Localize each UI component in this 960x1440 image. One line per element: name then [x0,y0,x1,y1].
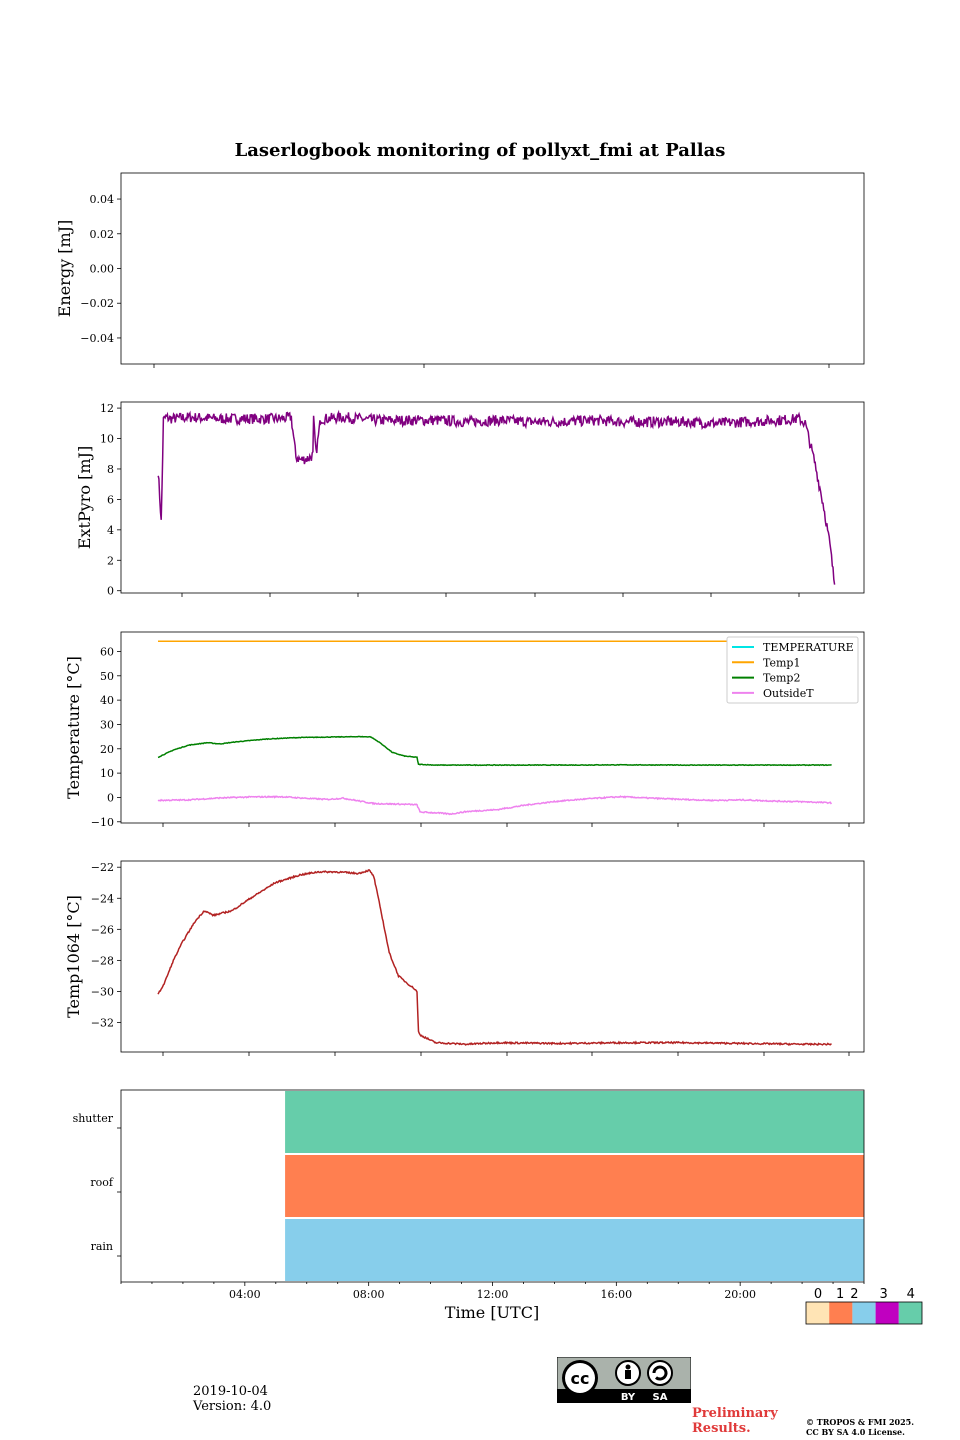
panel-extpyro: 0 2 4 6 8 10 12 ExtPyro [mJ] [75,401,865,598]
colorbar-label-2: 2 [850,1287,858,1302]
preliminary-note: Preliminary Results. [692,1406,778,1436]
ytick-label-temperature: 20 [100,743,114,756]
footer-info: 2019-10-04 Version: 4.0 [193,1384,271,1414]
legend-label-OutsideT: OutsideT [763,687,814,700]
preliminary-line1: Preliminary [692,1406,778,1421]
series-OutsideT [157,795,833,816]
status-segment-roof [285,1155,864,1217]
category-label-roof: roof [90,1176,114,1189]
ytick-label-temp1064: −28 [91,954,114,967]
xtick-label-status: 04:00 [229,1288,261,1301]
ytick-label-temperature: 60 [100,645,114,658]
ytick-label-extpyro: 10 [100,433,114,446]
ylabel-temperature: Temperature [°C] [64,656,83,799]
copyright-line2: CC BY SA 4.0 License. [806,1427,905,1437]
xtick-label-status: 12:00 [477,1288,509,1301]
colorbar-cell-2 [852,1302,876,1324]
xlabel-status: Time [UTC] [445,1303,539,1322]
colorbar-cell-1 [829,1302,853,1324]
legend-label-TEMPERATURE: TEMPERATURE [763,641,854,654]
ytick-label-extpyro: 2 [107,554,114,567]
panel-energy: 0.04 0.02 0.00 −0.02 −0.04 Energy [mJ] [55,172,865,368]
svg-text:cc: cc [571,1369,590,1388]
colorbar-cell-3 [875,1302,899,1324]
series-Temp1064 [157,869,832,1047]
panel-status: rain roof shutter 04:00 08:00 12:00 16:00 20:00… [73,1089,865,1322]
ytick-label-temperature: 10 [100,767,114,780]
ytick-label-temperature: −10 [91,816,114,829]
ytick-label-energy: 0.02 [90,228,115,241]
ytick-label-temperature: 50 [100,670,114,683]
ytick-label-temp1064: −24 [91,892,114,905]
ytick-label-energy: 0.00 [90,263,115,276]
cc-license-badge: cc BY SA [557,1357,691,1403]
category-label-rain: rain [91,1240,113,1253]
ytick-label-temperature: 30 [100,718,114,731]
category-label-shutter: shutter [73,1112,114,1125]
colorbar-label-1: 1 [836,1287,844,1302]
footer-version: Version: 4.0 [193,1399,272,1414]
axes-frame-status [120,1089,865,1283]
ylabel-extpyro: ExtPyro [mJ] [75,446,94,549]
ytick-label-temp1064: −26 [91,923,114,936]
sa-icon [647,1360,673,1386]
svg-text:BY: BY [621,1392,636,1403]
xtick-label-status: 20:00 [724,1288,756,1301]
axes-frame-temp1064 [120,860,865,1053]
ytick-label-extpyro: 6 [107,493,114,506]
copyright-line1: © TROPOS & FMI 2025. [806,1417,915,1427]
ytick-label-temperature: 0 [107,791,114,804]
panel-temperature: −10 0 10 20 30 40 50 60 Temperature [°C] TEMPERAT… [64,631,865,829]
colorbar-label-0: 0 [814,1287,822,1302]
ytick-label-temp1064: −22 [91,861,114,874]
ytick-label-extpyro: 4 [107,524,114,537]
ytick-label-energy: −0.02 [80,297,114,310]
xtick-label-status: 16:00 [600,1288,632,1301]
legend-label-Temp1: Temp1 [763,656,800,669]
preliminary-line2: Results. [692,1421,751,1436]
panel-temp1064: −32 −30 −28 −26 −24 −22 Temp1064 [°C] [64,860,865,1056]
ytick-label-temp1064: −32 [91,1016,114,1029]
series-ExtPyro [157,409,836,585]
ytick-label-temperature: 40 [100,694,114,707]
colorbar-label-3: 3 [879,1287,887,1302]
colorbar-frame [805,1301,923,1325]
axes-frame-energy [120,172,865,365]
ytick-label-temp1064: −30 [91,985,114,998]
copyright-note: © TROPOS & FMI 2025. CC BY SA 4.0 Licens… [806,1417,914,1437]
ylabel-temp1064: Temp1064 [°C] [64,895,83,1018]
ytick-label-extpyro: 0 [107,585,114,598]
ytick-label-extpyro: 12 [100,402,114,415]
ytick-label-energy: −0.04 [80,332,114,345]
ytick-label-energy: 0.04 [90,193,115,206]
ylabel-energy: Energy [mJ] [55,220,74,318]
series-Temp2 [157,735,832,767]
status-segment-rain [285,1219,864,1281]
ytick-label-extpyro: 8 [107,463,114,476]
legend-label-Temp2: Temp2 [763,672,800,685]
legend-box [726,636,859,704]
status-segment-shutter [285,1091,864,1153]
axes-frame-extpyro [120,401,865,594]
colorbar-cell-0 [806,1302,830,1324]
colorbar-cell-4 [898,1302,922,1324]
axes-frame-temperature [120,631,865,824]
svg-text:SA: SA [653,1392,668,1403]
figure-title: Laserlogbook monitoring of pollyxt_fmi a… [234,140,726,161]
xtick-label-status: 08:00 [353,1288,385,1301]
footer-date: 2019-10-04 [193,1384,268,1399]
colorbar-label-4: 4 [907,1287,915,1302]
